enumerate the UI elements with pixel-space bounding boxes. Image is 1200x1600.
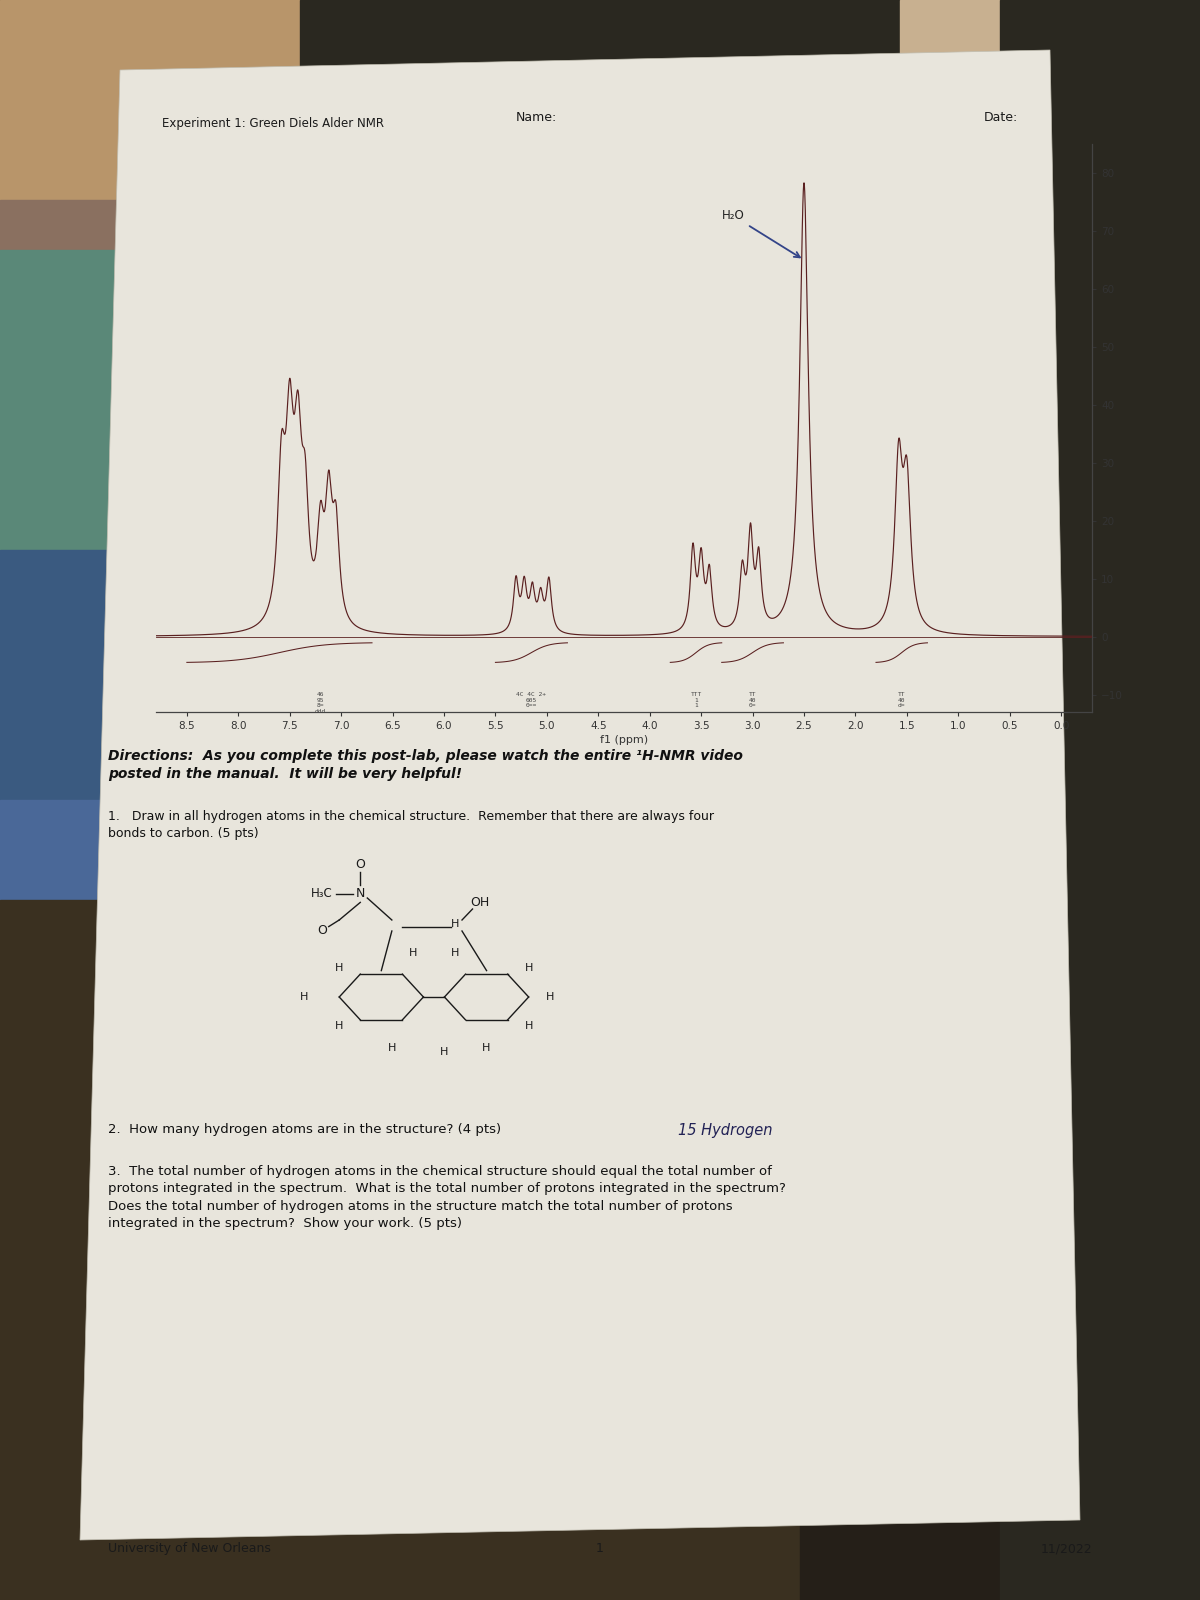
Bar bbox=[0, 550, 220, 899]
Text: H: H bbox=[524, 1021, 533, 1030]
Text: Date:: Date: bbox=[984, 110, 1019, 125]
Bar bbox=[0, 200, 400, 400]
Text: O: O bbox=[355, 859, 365, 872]
X-axis label: f1 (ppm): f1 (ppm) bbox=[600, 734, 648, 746]
Text: 1: 1 bbox=[596, 1542, 604, 1555]
Text: H: H bbox=[335, 963, 343, 973]
Text: H: H bbox=[482, 1043, 491, 1053]
Text: H: H bbox=[524, 963, 533, 973]
Text: University of New Orleans: University of New Orleans bbox=[108, 1542, 271, 1555]
Text: 2.  How many hydrogen atoms are in the structure? (4 pts): 2. How many hydrogen atoms are in the st… bbox=[108, 1123, 505, 1136]
Bar bbox=[300, 0, 1200, 400]
Text: TT
40
0=: TT 40 0= bbox=[749, 691, 756, 709]
Text: H₂O: H₂O bbox=[721, 210, 800, 258]
Text: 4C 4C 2+
605
0==: 4C 4C 2+ 605 0== bbox=[516, 691, 546, 709]
Text: H: H bbox=[300, 992, 308, 1002]
Bar bbox=[0, 800, 250, 1200]
Text: H: H bbox=[409, 947, 418, 958]
Text: H: H bbox=[451, 947, 460, 958]
Bar bbox=[0, 0, 500, 250]
Bar bbox=[1000, 0, 1200, 1600]
Bar bbox=[0, 899, 1200, 1600]
Text: H₃C: H₃C bbox=[311, 886, 332, 901]
Text: Name:: Name: bbox=[516, 110, 557, 125]
Text: Experiment 1: Green Diels Alder NMR: Experiment 1: Green Diels Alder NMR bbox=[162, 117, 384, 131]
Text: H: H bbox=[451, 920, 460, 930]
Text: OH: OH bbox=[470, 896, 490, 909]
Text: 3.  The total number of hydrogen atoms in the chemical structure should equal th: 3. The total number of hydrogen atoms in… bbox=[108, 1165, 786, 1230]
Text: N: N bbox=[355, 886, 365, 901]
Text: Directions:  As you complete this post-lab, please watch the entire ¹H-NMR video: Directions: As you complete this post-la… bbox=[108, 749, 743, 781]
Bar bbox=[0, 250, 180, 701]
Text: H: H bbox=[546, 992, 554, 1002]
Text: 46
95
8=
ddd: 46 95 8= ddd bbox=[314, 691, 326, 714]
Text: TT
40
d=: TT 40 d= bbox=[898, 691, 906, 709]
Polygon shape bbox=[80, 50, 1080, 1539]
Text: H: H bbox=[440, 1046, 449, 1058]
Text: H: H bbox=[335, 1021, 343, 1030]
Text: TTT
1
1: TTT 1 1 bbox=[690, 691, 702, 709]
Text: O: O bbox=[317, 925, 326, 938]
Text: H: H bbox=[388, 1043, 396, 1053]
Bar bbox=[900, 0, 1200, 200]
Bar bbox=[800, 701, 1200, 1600]
Text: 11/2022: 11/2022 bbox=[1040, 1542, 1092, 1555]
Text: 1.   Draw in all hydrogen atoms in the chemical structure.  Remember that there : 1. Draw in all hydrogen atoms in the che… bbox=[108, 810, 714, 840]
Text: 15 Hydrogen: 15 Hydrogen bbox=[678, 1123, 773, 1138]
